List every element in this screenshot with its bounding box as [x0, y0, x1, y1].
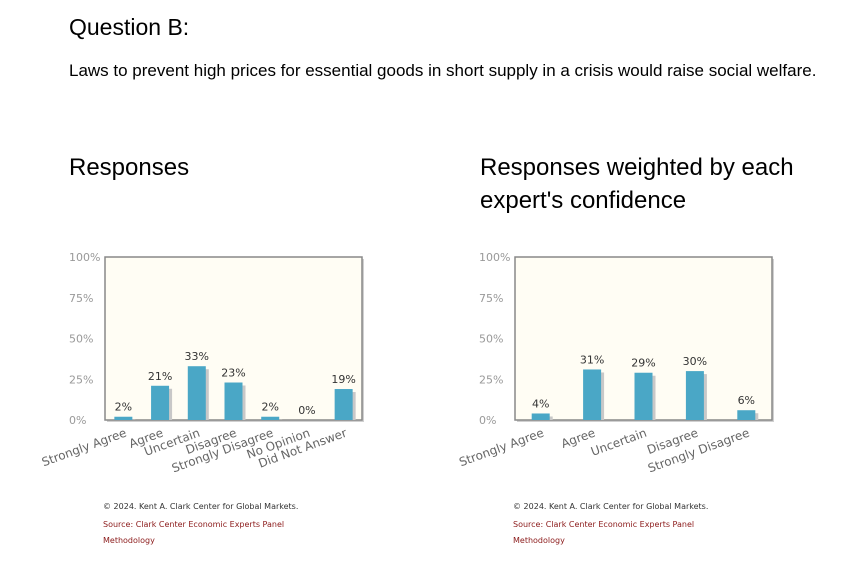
source-prefix: Source: [513, 520, 546, 529]
chart-title-weighted: Responses weighted by each expert's conf… [480, 154, 794, 214]
question-title: Question B: [69, 14, 190, 40]
methodology-link[interactable]: Methodology [103, 536, 155, 545]
data-label: 23% [221, 367, 245, 380]
x-category-label: Strongly Agree [457, 426, 545, 470]
source-prefix: Source: [103, 520, 136, 529]
data-label: 4% [532, 397, 549, 410]
bar [334, 389, 353, 420]
bar [261, 416, 280, 420]
data-label: 21% [148, 370, 172, 383]
methodology-link[interactable]: Methodology [513, 536, 565, 545]
data-label: 6% [738, 394, 755, 407]
bar [224, 382, 243, 420]
y-tick-label: 25% [479, 373, 503, 386]
y-tick-label: 50% [479, 333, 503, 346]
bar [634, 372, 653, 420]
bar [151, 385, 170, 420]
bar [187, 366, 206, 420]
x-category-label: Uncertain [589, 426, 649, 459]
y-tick-label: 0% [69, 414, 86, 427]
data-label: 2% [115, 401, 132, 414]
bar [531, 413, 550, 420]
responses-chart: 100%75%50%25%0%2%Strongly Agree21%Agree3… [40, 251, 364, 475]
question-text: Laws to prevent high prices for essentia… [69, 61, 817, 80]
bar [737, 410, 756, 420]
data-label: 19% [331, 373, 355, 386]
source-link[interactable]: Clark Center Economic Experts Panel [135, 520, 285, 529]
data-label: 31% [580, 353, 604, 366]
data-label: 2% [261, 401, 278, 414]
copyright-text: © 2024. Kent A. Clark Center for Global … [513, 502, 709, 511]
chart-title-responses: Responses [69, 154, 190, 181]
y-tick-label: 25% [69, 373, 93, 386]
y-tick-label: 50% [69, 333, 93, 346]
chart-footer-weighted: © 2024. Kent A. Clark Center for Global … [513, 502, 708, 545]
bar [685, 371, 704, 420]
data-label: 0% [298, 404, 315, 417]
source-line: Source: Clark Center Economic Experts Pa… [103, 520, 298, 529]
y-tick-label: 75% [69, 292, 93, 305]
source-link[interactable]: Clark Center Economic Experts Panel [545, 520, 695, 529]
data-label: 29% [631, 357, 655, 370]
copyright-text: © 2024. Kent A. Clark Center for Global … [103, 502, 299, 511]
data-label: 33% [185, 350, 209, 363]
source-line: Source: Clark Center Economic Experts Pa… [513, 520, 708, 529]
y-tick-label: 75% [479, 292, 503, 305]
weighted-responses-chart: 100%75%50%25%0%4%Strongly Agree31%Agree2… [457, 251, 774, 475]
data-label: 30% [683, 355, 707, 368]
bar [583, 369, 602, 420]
x-category-label: Strongly Agree [40, 426, 128, 470]
bar [114, 416, 133, 420]
chart-footer-responses: © 2024. Kent A. Clark Center for Global … [103, 502, 298, 545]
y-tick-label: 100% [69, 251, 100, 264]
y-tick-label: 0% [479, 414, 496, 427]
y-tick-label: 100% [479, 251, 510, 264]
